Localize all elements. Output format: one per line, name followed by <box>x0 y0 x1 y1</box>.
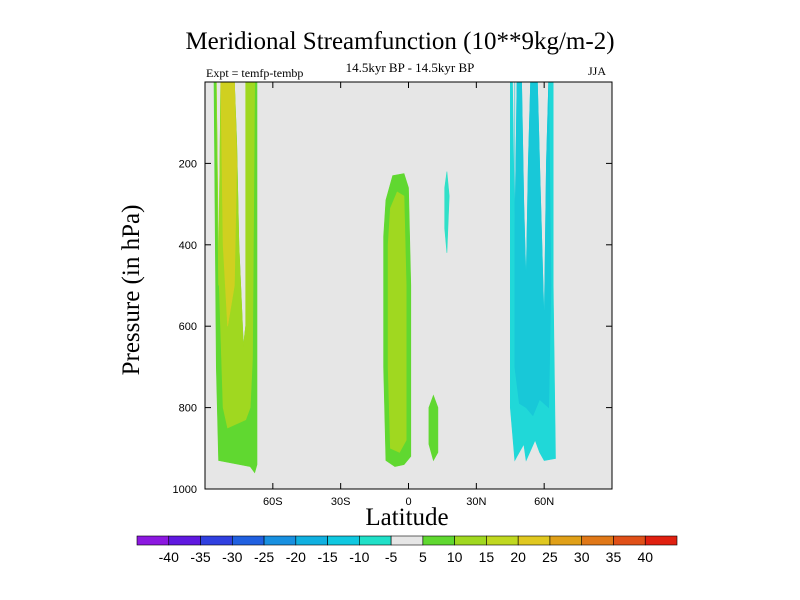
y-tick-label: 600 <box>179 321 197 333</box>
colorbar-swatch <box>517 535 551 546</box>
colorbar: -40 -35 -30 -25 -20 -15 -10 -5 5 10 15 20 25 30 35 40 <box>136 535 678 565</box>
colorbar-swatch <box>327 535 360 546</box>
colorbar-label: -25 <box>254 549 274 565</box>
contour-region-nh-small-upper <box>444 171 450 253</box>
colorbar-swatch <box>136 535 170 546</box>
colorbar-label: -30 <box>222 549 242 565</box>
colorbar-swatch <box>263 535 297 546</box>
colorbar-label: 10 <box>447 549 463 565</box>
x-axis-ticks: 60S 30S 0 30N 60N <box>263 82 554 508</box>
y-axis-ticks: 200 400 600 800 1000 <box>173 158 612 496</box>
colorbar-label: -10 <box>349 549 369 565</box>
colorbar-swatch <box>168 535 201 546</box>
colorbar-swatch <box>549 535 583 546</box>
y-tick-label: 800 <box>179 403 197 415</box>
colorbar-swatch <box>359 535 392 546</box>
x-tick-label: 30N <box>466 496 486 508</box>
colorbar-swatch <box>390 535 424 546</box>
colorbar-swatch <box>644 535 678 546</box>
contour-region-eq-cell-inner <box>387 191 407 453</box>
x-tick-label: 30S <box>331 496 351 508</box>
colorbar-swatch <box>486 535 519 546</box>
x-tick-label: 0 <box>405 496 411 508</box>
colorbar-label: 15 <box>479 549 495 565</box>
colorbar-swatch <box>454 535 487 546</box>
colorbar-label: 30 <box>574 549 590 565</box>
y-tick-label: 400 <box>179 240 197 252</box>
season-label: JJA <box>588 64 607 78</box>
colorbar-label: -40 <box>159 549 179 565</box>
experiment-label: Expt = temfp-tembp <box>206 66 304 80</box>
x-tick-label: 60N <box>534 496 554 508</box>
colorbar-label: -20 <box>286 549 306 565</box>
colorbar-label: 35 <box>606 549 622 565</box>
colorbar-label: 20 <box>510 549 526 565</box>
colorbar-label: -15 <box>317 549 337 565</box>
colorbar-label: 40 <box>637 549 653 565</box>
colorbar-label: 25 <box>542 549 558 565</box>
contour-regions <box>213 81 556 474</box>
colorbar-swatch <box>422 535 455 546</box>
colorbar-swatch <box>581 535 614 546</box>
contour-region-nh-small-lower <box>428 394 439 462</box>
x-tick-label: 60S <box>263 496 283 508</box>
y-tick-label: 200 <box>179 158 197 170</box>
chart-subtitle: 14.5kyr BP - 14.5kyr BP <box>345 60 475 75</box>
colorbar-swatch <box>295 535 328 546</box>
colorbar-swatch <box>231 535 265 546</box>
colorbar-label: -5 <box>385 549 398 565</box>
colorbar-label: 5 <box>419 549 427 565</box>
contour-region-nh-high-lat-inner <box>514 81 552 417</box>
colorbar-swatch <box>200 535 233 546</box>
chart-title: Meridional Streamfunction (10**9kg/m-2) <box>185 28 615 55</box>
colorbar-swatch <box>613 535 646 546</box>
y-tick-label: 1000 <box>173 484 197 496</box>
colorbar-label: -35 <box>190 549 210 565</box>
x-axis-label: Latitude <box>365 504 449 531</box>
